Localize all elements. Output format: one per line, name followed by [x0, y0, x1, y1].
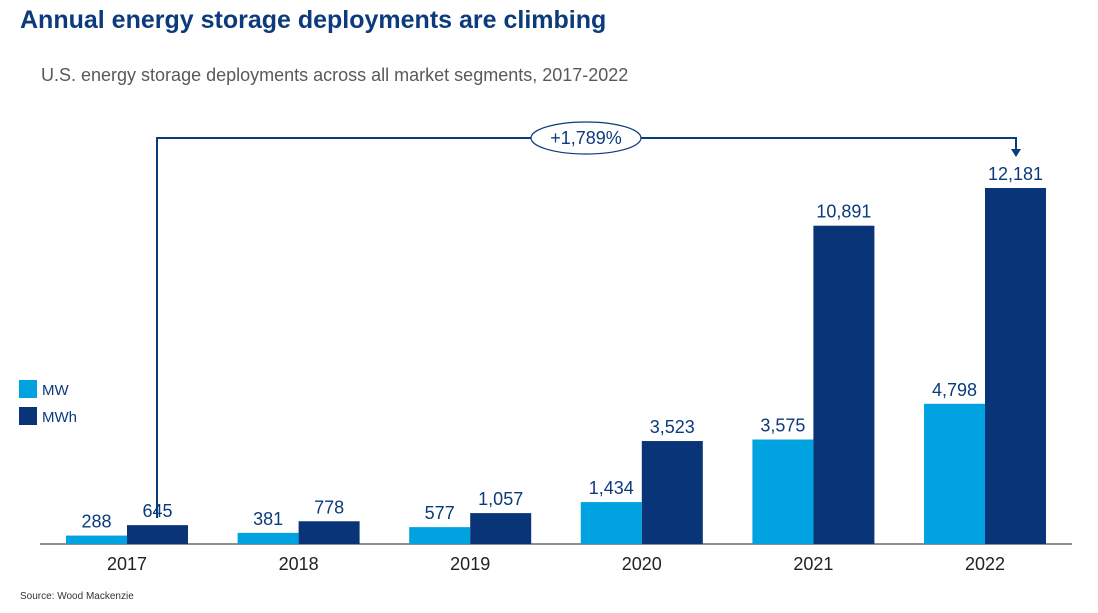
source-note: Source: Wood Mackenzie — [20, 591, 134, 602]
bar-mw-2021 — [752, 439, 814, 544]
data-label-mwh-2019: 1,057 — [478, 489, 523, 509]
legend-label-mw: MW — [42, 382, 69, 399]
data-label-mw-2019: 577 — [425, 503, 455, 523]
data-label-mw-2018: 381 — [253, 509, 283, 529]
x-tick-2017: 2017 — [107, 554, 147, 574]
bar-mwh-2020 — [641, 441, 703, 544]
bar-mw-2019 — [409, 527, 471, 544]
x-tick-2022: 2022 — [965, 554, 1005, 574]
bar-mw-2022 — [924, 403, 985, 544]
data-label-mw-2021: 3,575 — [760, 416, 805, 436]
data-label-mw-2022: 4,798 — [932, 380, 977, 400]
growth-badge — [530, 121, 642, 155]
bar-mwh-2017 — [127, 525, 188, 544]
x-tick-2018: 2018 — [279, 554, 319, 574]
legend-swatch-mwh — [19, 407, 37, 425]
x-tick-2019: 2019 — [450, 554, 490, 574]
bar-mw-2017 — [66, 535, 127, 544]
data-label-mwh-2018: 778 — [314, 497, 344, 517]
bar-mwh-2019 — [470, 513, 532, 544]
data-label-mw-2017: 288 — [81, 512, 111, 532]
data-label-mwh-2021: 10,891 — [816, 202, 871, 222]
chart-subtitle: U.S. energy storage deployments across a… — [41, 65, 629, 85]
bar-mwh-2022 — [985, 188, 1046, 544]
bar-mw-2020 — [580, 502, 642, 544]
x-tick-2020: 2020 — [622, 554, 662, 574]
chart-title: Annual energy storage deployments are cl… — [20, 6, 607, 34]
legend-label-mwh: MWh — [42, 409, 77, 426]
legend-swatch-mw — [19, 380, 37, 398]
bar-mwh-2018 — [298, 521, 360, 544]
bar-mwh-2021 — [813, 225, 875, 544]
data-label-mwh-2020: 3,523 — [650, 417, 695, 437]
growth-bracket — [156, 137, 1017, 518]
data-label-mw-2020: 1,434 — [589, 478, 634, 498]
arrow-head-icon — [1011, 149, 1021, 157]
data-label-mwh-2022: 12,181 — [988, 164, 1043, 184]
growth-label: +1,789% — [550, 128, 622, 148]
x-tick-2021: 2021 — [793, 554, 833, 574]
bar-mw-2018 — [237, 532, 299, 544]
